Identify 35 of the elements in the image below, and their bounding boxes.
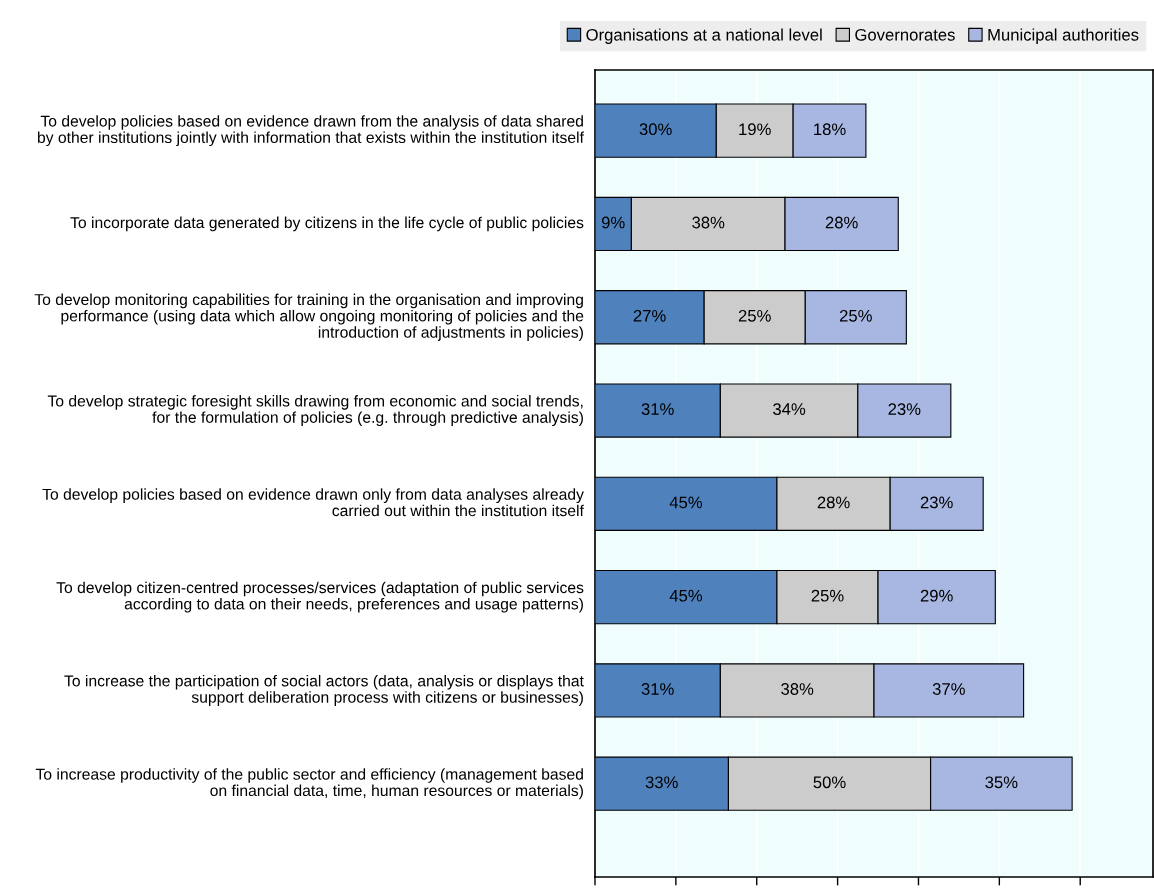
legend-label: Municipal authorities bbox=[988, 28, 1139, 44]
data-label: 28% bbox=[817, 496, 850, 509]
y-tick-label: To develop citizen-centred processes/services (adaptation of public services according to data on their needs, preferences and usage patterns) bbox=[56, 581, 584, 613]
data-label: 38% bbox=[781, 683, 814, 695]
data-label: 45% bbox=[669, 496, 703, 509]
data-label: 38% bbox=[692, 216, 725, 229]
data-label: 28% bbox=[825, 216, 858, 229]
data-label: 25% bbox=[839, 309, 872, 322]
data-label: 35% bbox=[985, 776, 1018, 789]
y-tick-label: To develop policies based on evidence drawn from the analysis of data shared by other institutions jointly with information that exists within the institution itself bbox=[37, 115, 584, 147]
y-tick-label: To develop monitoring capabilities for training in the organisation and improving performance (using data which allow ongoing monitoring of policies and the introduction of adjustments in policies) bbox=[34, 293, 584, 341]
y-tick-label: To increase the participation of social actors (data, analysis or displays that support deliberation process with citizens or businesses) bbox=[64, 674, 584, 706]
data-label: 45% bbox=[669, 589, 703, 602]
data-label: 25% bbox=[811, 589, 844, 602]
data-label: 34% bbox=[773, 403, 806, 415]
legend-label: Organisations at a national level bbox=[586, 28, 822, 44]
y-tick-label: To incorporate data generated by citizens in the life cycle of public policies bbox=[70, 216, 584, 232]
data-label: 23% bbox=[888, 403, 921, 415]
data-label: 33% bbox=[645, 776, 678, 789]
data-label: 18% bbox=[814, 123, 846, 136]
y-tick-label: To develop policies based on evidence drawn only from data analyses already carried out within the institution itself bbox=[42, 488, 584, 517]
data-label: 50% bbox=[813, 776, 846, 789]
data-label: 31% bbox=[641, 683, 674, 695]
data-label: 30% bbox=[639, 123, 672, 136]
data-label: 31% bbox=[641, 403, 674, 415]
data-label: 9% bbox=[601, 216, 625, 229]
data-label: 19% bbox=[739, 123, 771, 136]
data-label: 23% bbox=[920, 496, 953, 509]
data-label: 27% bbox=[633, 309, 666, 322]
legend-label: Governorates bbox=[855, 28, 955, 41]
y-tick-label: To increase productivity of the public sector and efficiency (management based on financial data, time, human resources or materials) bbox=[35, 768, 583, 800]
data-label: 37% bbox=[932, 683, 965, 695]
data-label: 25% bbox=[738, 309, 771, 322]
y-tick-label: To develop strategic foresight skills drawing from economic and social trends, for the formulation of policies (e.g. through predictive analysis) bbox=[47, 395, 583, 427]
data-label: 29% bbox=[920, 589, 953, 602]
